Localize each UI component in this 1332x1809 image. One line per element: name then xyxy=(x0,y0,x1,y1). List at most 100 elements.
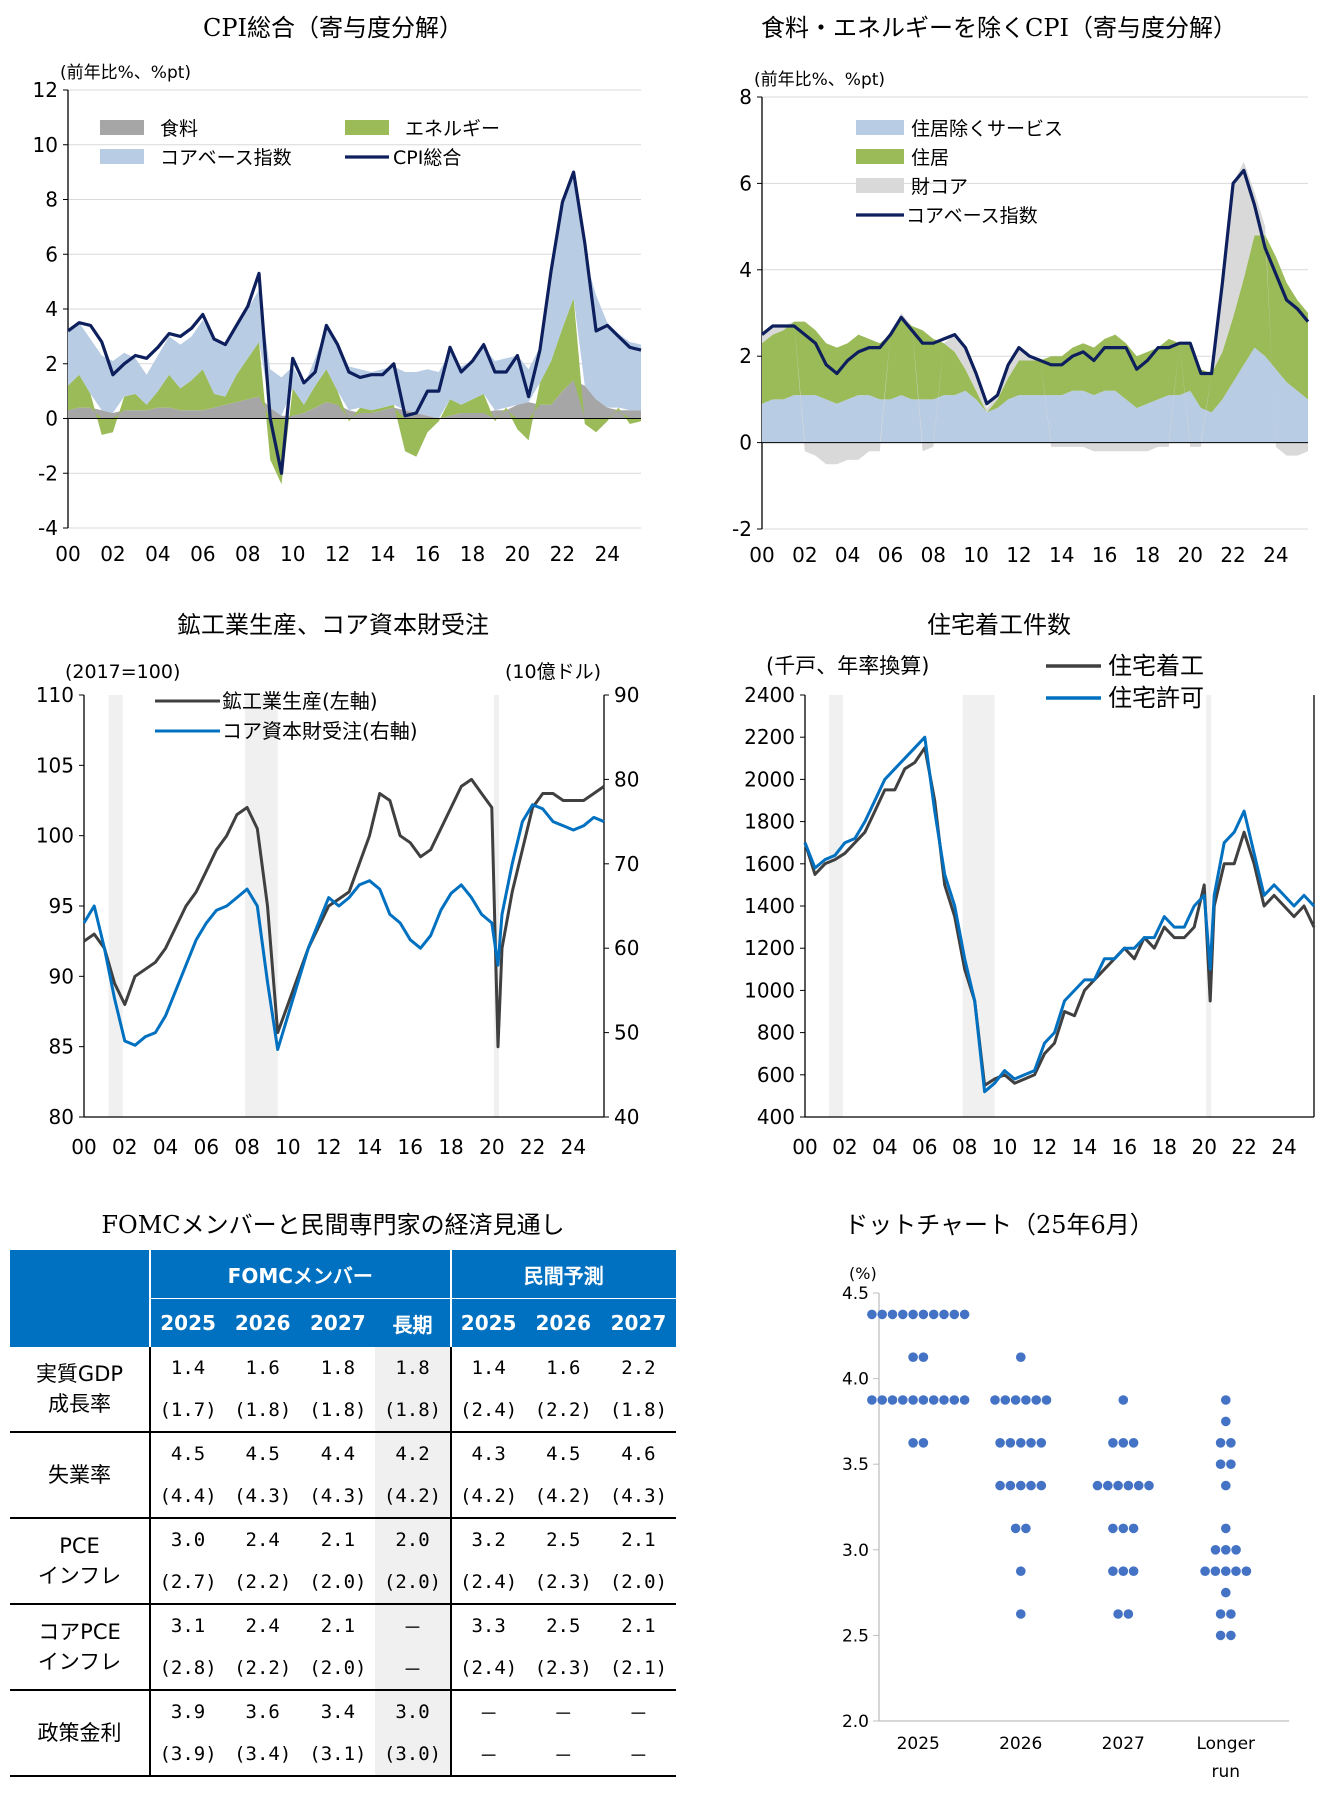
x-tick-label: 10 xyxy=(275,1135,300,1159)
y-tick-label: 600 xyxy=(757,1063,795,1087)
table-cell-previous: (1.7) xyxy=(150,1389,226,1433)
cpi-chart-panel: CPI総合（寄与度分解） 12 10 8 6 4 2 0 -2 -4 00 02 04 06 08 10 12… xyxy=(0,0,666,590)
table-cell: 1.6 xyxy=(245,1357,280,1379)
y-right-tick-label: 40 xyxy=(614,1105,639,1129)
row-label-line: コアPCE xyxy=(38,1620,121,1644)
x-tick-label: 10 xyxy=(992,1135,1017,1159)
x-tick-label: 04 xyxy=(872,1135,897,1159)
dot xyxy=(1010,1523,1021,1534)
dot xyxy=(1026,1480,1036,1491)
area-food xyxy=(68,380,641,419)
table-cell: 4.5 xyxy=(170,1443,206,1465)
dot xyxy=(995,1480,1005,1491)
row-label: 失業率 xyxy=(10,1432,151,1519)
dot xyxy=(1021,1523,1031,1534)
x-tick-label: 16 xyxy=(398,1135,423,1159)
x-tick-label: 14 xyxy=(357,1135,382,1159)
x-tick-label: 22 xyxy=(1220,543,1245,567)
x-tick-label: 00 xyxy=(71,1135,96,1159)
table-cell-previous: (4.4) xyxy=(150,1475,226,1519)
x-tick-label: 18 xyxy=(438,1135,463,1159)
table-cell: 3.4 xyxy=(320,1701,356,1723)
table-cell-previous: － xyxy=(375,1647,451,1691)
legend-label: コアベース指数 xyxy=(906,205,1038,227)
table-cell: 2.2 xyxy=(621,1357,656,1379)
row-label-line: インフレ xyxy=(37,1564,122,1588)
x-tick-label: 06 xyxy=(194,1135,219,1159)
x-tick-label: 04 xyxy=(835,543,860,567)
table-cell-previous: (3.4) xyxy=(225,1733,301,1777)
y-tick-label: 0 xyxy=(45,407,58,431)
dot xyxy=(1128,1438,1139,1448)
dot xyxy=(908,1352,918,1362)
legend-swatch-energy xyxy=(345,120,389,135)
y-tick-label: 6 xyxy=(739,171,752,195)
table-cell-previous: (2.0) xyxy=(375,1561,451,1605)
dot xyxy=(1016,1438,1026,1448)
table-cell: 1.8 xyxy=(375,1347,451,1389)
dot xyxy=(995,1438,1005,1448)
y-right-tick-label: 60 xyxy=(614,936,639,960)
x-tick-label: 12 xyxy=(1032,1135,1057,1159)
dot xyxy=(1016,1480,1026,1491)
column-header: 2026 xyxy=(225,1298,301,1347)
x-tick-label: 16 xyxy=(415,542,440,566)
x-tick-label: 20 xyxy=(1191,1135,1216,1159)
dot xyxy=(1123,1609,1134,1619)
table-cell-previous: － xyxy=(600,1733,676,1777)
legend-label: 財コア xyxy=(911,176,968,198)
table-cell: － xyxy=(375,1604,451,1647)
y-tick-label: 2000 xyxy=(744,767,795,791)
table-cell: － xyxy=(449,1690,526,1733)
table-cell-previous: (2.1) xyxy=(600,1647,676,1691)
table-cell: 3.0 xyxy=(375,1690,451,1733)
x-tick-label: 00 xyxy=(55,542,80,566)
cpi-chart-title: CPI総合（寄与度分解） xyxy=(203,14,463,42)
x-tick-label: 08 xyxy=(234,1135,259,1159)
dot xyxy=(939,1309,949,1320)
x-category-label: 2025 xyxy=(897,1734,940,1754)
dot xyxy=(949,1395,960,1405)
dot xyxy=(1210,1545,1221,1555)
x-tick-label: 00 xyxy=(749,543,774,567)
table-cell-previous: (4.3) xyxy=(300,1475,376,1519)
column-header: 2027 xyxy=(600,1298,676,1347)
table-cell-previous: － xyxy=(449,1733,526,1777)
x-tick-label: 24 xyxy=(1263,543,1288,567)
dot xyxy=(1226,1459,1236,1469)
y-axis-unit-label: (2017=100) xyxy=(65,661,180,683)
dot xyxy=(898,1309,908,1320)
legend-label: コア資本財受注(右軸) xyxy=(222,719,418,743)
dot xyxy=(1210,1566,1221,1576)
y-tick-label: -2 xyxy=(732,517,752,541)
row-label-line: 実質GDP xyxy=(35,1362,124,1386)
dot xyxy=(1036,1438,1047,1448)
x-tick-label: 22 xyxy=(520,1135,545,1159)
y-tick-label: 12 xyxy=(33,78,58,102)
y-tick-label: -4 xyxy=(38,516,58,540)
x-tick-label: 08 xyxy=(921,543,946,567)
series-line xyxy=(83,777,605,1049)
table-cell: 2.1 xyxy=(320,1615,356,1637)
y-tick-label: 105 xyxy=(36,753,74,777)
dot xyxy=(959,1395,970,1405)
column-header: 2027 xyxy=(300,1298,376,1347)
fomc-table-title: FOMCメンバーと民間専門家の経済見通し xyxy=(101,1211,565,1239)
dot xyxy=(1118,1523,1129,1534)
table-cell-previous: (4.3) xyxy=(225,1475,301,1519)
table-cell-previous: (2.3) xyxy=(525,1561,601,1605)
series-line-total xyxy=(67,170,642,475)
industrial-production-chart: 110 105 100 95 90 85 80 00 02 04 06 08 10 12 14 16 18 20 2… xyxy=(36,661,640,1159)
dot xyxy=(1123,1480,1134,1491)
housing-starts-chart: 2400220020001800160014001200100080060040… xyxy=(744,652,1316,1159)
x-tick-label: 08 xyxy=(952,1135,977,1159)
column-header: 長期 xyxy=(375,1298,451,1347)
dot xyxy=(928,1395,939,1405)
x-tick-label: 22 xyxy=(1231,1135,1256,1159)
table-cell: 2.0 xyxy=(375,1518,451,1561)
y-right-tick-label: 50 xyxy=(614,1021,639,1045)
y-right-tick-label: 80 xyxy=(614,767,639,791)
x-tick-label: 12 xyxy=(316,1135,341,1159)
table-cell-previous: (2.4) xyxy=(449,1389,526,1433)
